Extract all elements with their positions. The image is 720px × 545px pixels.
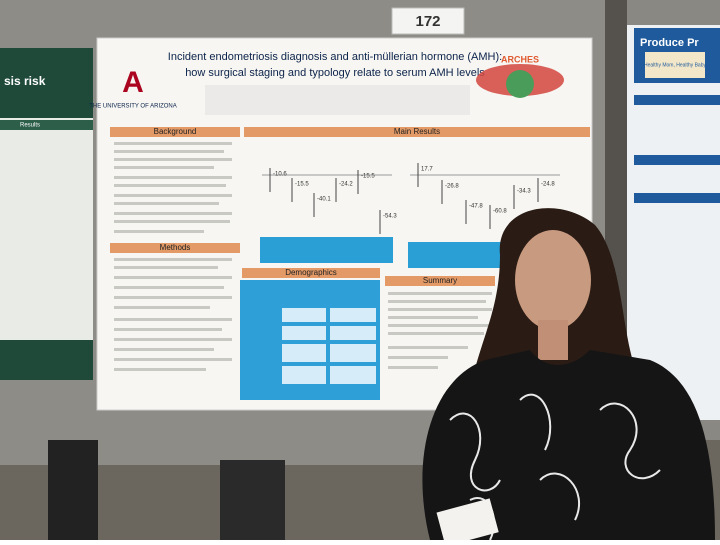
face [515,230,591,330]
author-block [205,85,470,115]
figure-value: -10.6 [273,172,287,178]
text-lines [114,142,492,371]
figure-value: -34.3 [517,189,531,195]
figure-legend-bar [408,242,506,268]
sign-text: 172 [415,13,440,30]
figure-value: -47.8 [469,204,483,210]
shirt [422,350,715,540]
figure-2: 17.7 -26.8 -47.8 -60.8 -34.3 -24.8 [417,163,555,229]
figure-value: -15.5 [295,182,309,188]
section-header [385,276,495,286]
section-header [110,243,240,253]
left-section: Results [20,123,40,129]
table-cells [282,308,376,384]
left-footer [0,340,93,380]
poster-title: Incident endometriosis diagnosis and ant… [168,51,502,63]
section-header [244,127,590,137]
logo-text: ARCHES [501,54,539,64]
figure-legend-bar [260,237,393,263]
section-title: Main Results [394,127,440,136]
figure-value: -24.2 [339,182,353,188]
right-section [634,155,720,165]
neck [538,320,568,360]
name-badge [436,498,499,545]
figure-value: -60.8 [493,209,507,215]
figure-value: -54.3 [383,214,397,220]
right-section [634,193,720,203]
figure-value: 17.7 [421,167,433,173]
section-header [242,268,380,278]
university-name: THE UNIVERSITY OF ARIZONA [89,104,177,110]
section-title: Background [154,127,197,136]
section-title: Demographics [285,268,337,277]
section-header [110,127,240,137]
number-sign [391,7,465,35]
left-header [0,48,93,118]
right-title: Produce Pr [640,37,699,49]
poster-title: how surgical staging and typology relate… [185,67,485,79]
right-subtitle: Healthy Mom, Healthy Baby [644,62,706,68]
figure-1: -10.6 -15.5 -40.1 -24.2 -15.5 -54.3 [269,168,397,234]
arches-logo-globe [506,70,534,98]
right-badge [645,52,705,78]
person-legs [48,440,98,540]
left-section-bar [0,120,93,130]
left-title: sis risk [4,74,46,88]
university-logo: A [122,66,144,99]
figure-value: -15.5 [361,174,375,180]
right-section [634,95,720,105]
figure-value: -26.8 [445,184,459,190]
section-title: Summary [423,276,457,285]
person-legs [220,460,285,540]
right-poster [627,25,720,420]
figure-value: -40.1 [317,197,331,203]
figure-value: -24.8 [541,182,555,188]
section-title: Methods [160,243,191,252]
